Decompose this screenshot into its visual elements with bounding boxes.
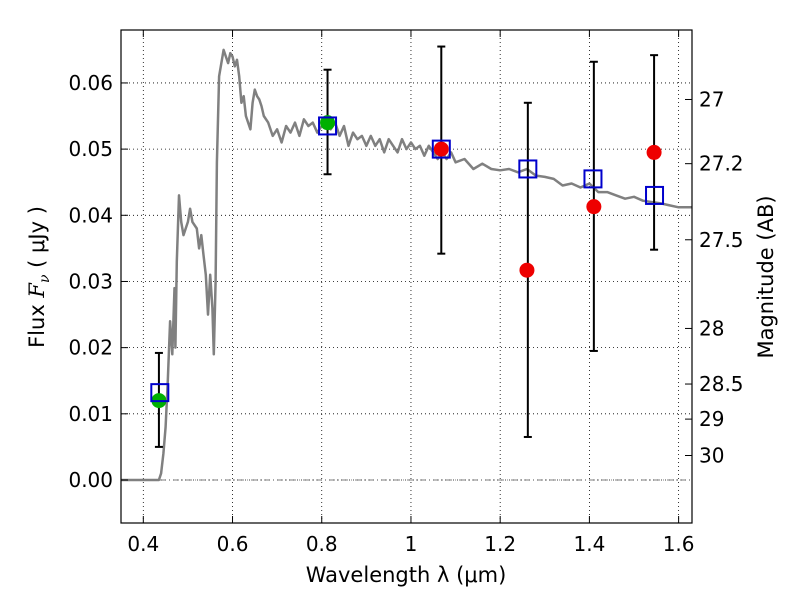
x-axis-label: Wavelength λ (μm) [306, 563, 507, 587]
y-tick-label: 0.03 [68, 269, 113, 293]
x-tick-label: 1 [405, 532, 418, 556]
y2-tick-label: 30 [699, 444, 724, 468]
x-tick-label: 1.6 [663, 532, 695, 556]
y2-tick-label: 27.5 [699, 228, 744, 252]
y2-tick-label: 27.2 [699, 152, 744, 176]
data-point-circle [433, 141, 449, 157]
x-tick-label: 1.4 [573, 532, 605, 556]
y2-tick-label: 27 [699, 87, 724, 111]
data-point-circle [646, 144, 662, 160]
y-axis-label: Flux Fν ( μJy ) [25, 206, 53, 348]
data-points [150, 115, 665, 409]
y2-axis-label: Magnitude (AB) [754, 195, 778, 358]
y-tick-label: 0.00 [68, 468, 113, 492]
data-point-square [431, 139, 451, 159]
data-point-square [318, 116, 338, 136]
y-tick-label: 0.05 [68, 137, 113, 161]
y-tick-label: 0.04 [68, 203, 113, 227]
x-tick-label: 0.4 [127, 532, 159, 556]
x-tick-label: 0.8 [306, 532, 338, 556]
data-point-circle [586, 199, 602, 215]
y2-tick-label: 28 [699, 316, 724, 340]
y-tick-label: 0.02 [68, 336, 113, 360]
model-spectrum [121, 48, 692, 482]
y-axis-ticks: 0.00 0.01 0.02 0.03 0.04 0.05 0.06 [68, 71, 128, 492]
model-spectrum-line [121, 48, 692, 482]
y2-tick-label: 29 [699, 407, 724, 431]
data-point-circle [519, 262, 535, 278]
data-point-circle [320, 115, 336, 131]
x-tick-label: 0.6 [217, 532, 249, 556]
error-bars [154, 45, 659, 448]
y-tick-label: 0.06 [68, 71, 113, 95]
data-point-square [518, 159, 538, 179]
y2-tick-label: 28.5 [699, 372, 744, 396]
y-tick-label: 0.01 [68, 402, 113, 426]
y2-axis-ticks: 27 27.2 27.5 28 28.5 29 30 [685, 87, 744, 468]
data-point-square [583, 169, 603, 189]
data-point-square [150, 383, 170, 403]
x-axis-ticks: 0.4 0.6 0.8 1 1.2 1.4 1.6 [127, 30, 695, 556]
x-tick-label: 1.2 [484, 532, 516, 556]
plot-frame [120, 29, 693, 524]
data-point-square [645, 185, 665, 205]
